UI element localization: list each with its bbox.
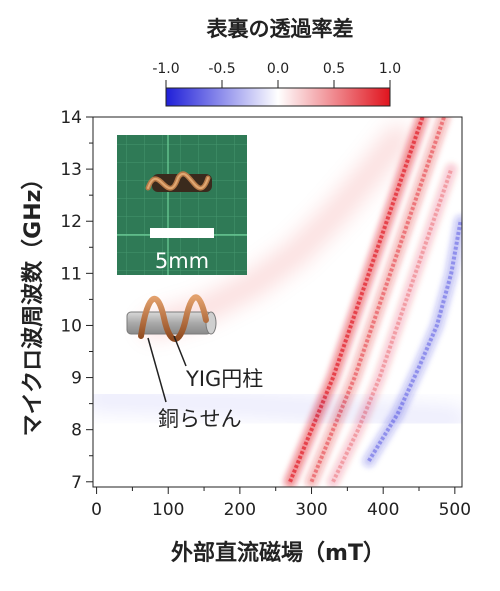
colorbar-tick-label: -1.0 — [152, 61, 179, 77]
scale-bar-label: 5mm — [155, 249, 209, 273]
y-tick-label: 9 — [71, 369, 82, 389]
y-tick-label: 14 — [60, 108, 82, 128]
colorbar-tick-label: 0.5 — [323, 61, 345, 77]
x-tick-label: 0 — [91, 500, 102, 520]
y-tick-label: 7 — [71, 473, 82, 493]
y-axis-ticks: 7 8 9 10 11 12 13 14 — [60, 108, 93, 493]
y-tick-label: 8 — [71, 421, 82, 441]
y-axis-label: マイクロ波周波数（GHz） — [20, 168, 46, 437]
x-tick-label: 500 — [439, 500, 471, 520]
y-tick-label: 11 — [60, 264, 82, 284]
heatmap-band — [93, 385, 462, 433]
yig-helix-schematic — [126, 294, 217, 403]
plot-frame — [92, 116, 463, 488]
colorbar — [165, 87, 391, 107]
x-tick-label: 300 — [295, 500, 327, 520]
colorbar-tick-labels: -1.0 -0.5 0.0 0.5 1.0 — [152, 61, 401, 88]
y-tick-label: 10 — [60, 316, 82, 336]
heatmap-band-core — [331, 168, 454, 483]
colorbar-tick-label: 1.0 — [379, 61, 401, 77]
x-axis-ticks: 0 100 200 300 400 500 — [91, 487, 471, 520]
x-tick-label: 400 — [367, 500, 399, 520]
callout-yig-cylinder: YIG円柱 — [185, 367, 263, 391]
y-tick-label: 12 — [60, 212, 82, 232]
colorbar-tick-label: -0.5 — [208, 61, 235, 77]
x-axis-label: 外部直流磁場（mT） — [171, 540, 385, 566]
colorbar-tick-label: 0.0 — [267, 61, 289, 77]
inset-photo: 5mm — [117, 135, 247, 275]
y-tick-label: 13 — [60, 160, 82, 180]
x-tick-label: 200 — [224, 500, 256, 520]
callout-copper-helix: 銅らせん — [158, 407, 242, 431]
heatmap-band — [327, 163, 458, 487]
x-tick-label: 100 — [152, 500, 184, 520]
colorbar-title: 表裏の透過率差 — [207, 17, 354, 41]
